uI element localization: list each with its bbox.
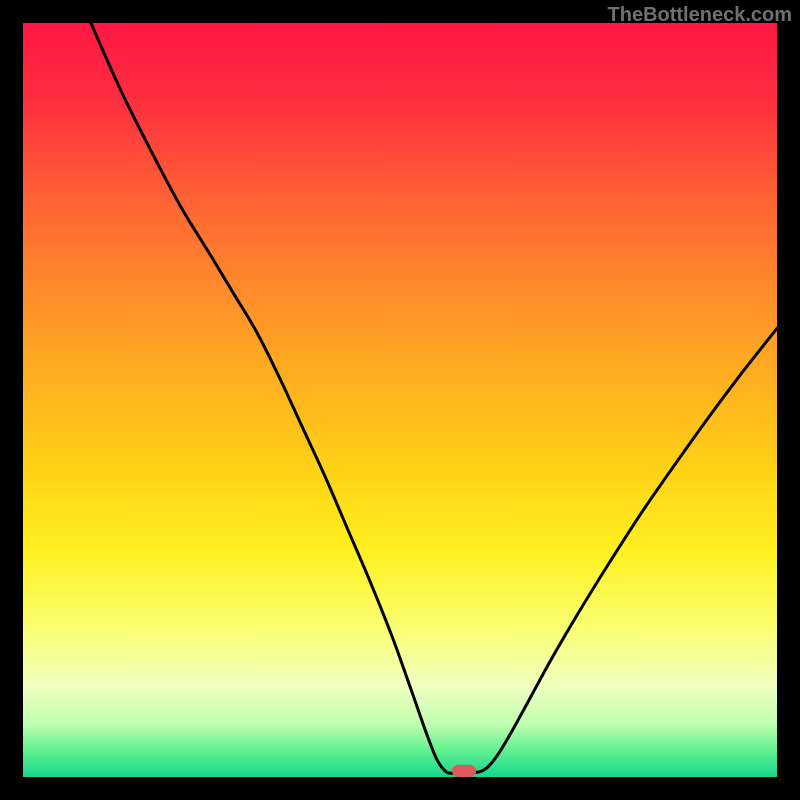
optimal-marker [452, 765, 476, 777]
chart-root: TheBottleneck.com [0, 0, 800, 800]
plot-background [23, 23, 777, 777]
watermark-text: TheBottleneck.com [608, 4, 792, 27]
chart-svg [0, 0, 800, 800]
